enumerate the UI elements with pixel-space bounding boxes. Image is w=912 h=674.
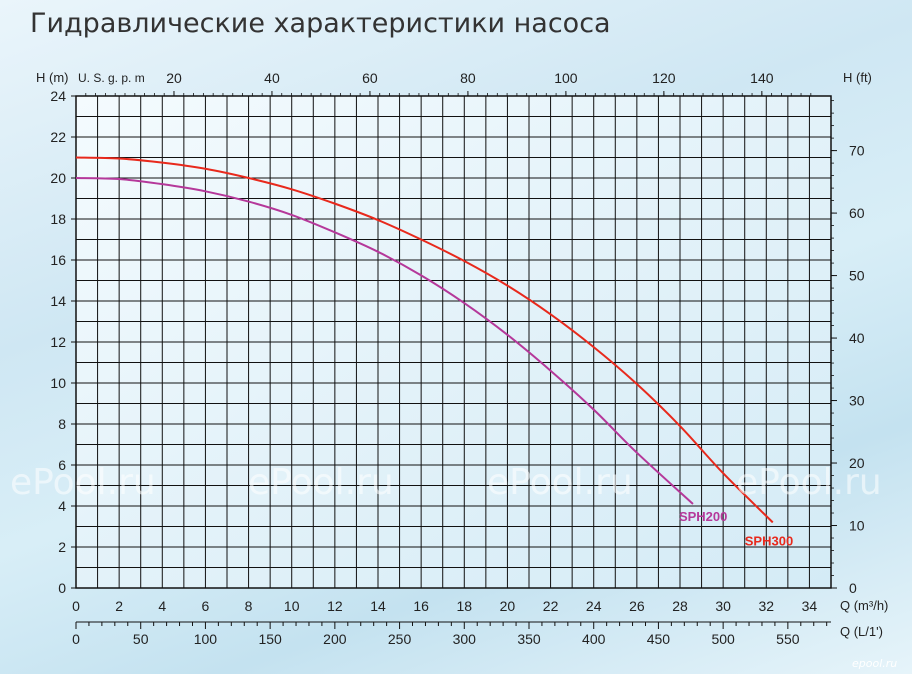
series-group: SPH200 SPH300 (75, 156, 793, 548)
watermarks: ePool.ru ePool.ru ePool.ru ePool.ru epoo… (10, 462, 897, 670)
y-tick-label: 14 (50, 293, 66, 309)
x-top-label: U. S. g. p. m (78, 71, 145, 85)
x-bottom-tick-label: 450 (647, 631, 671, 647)
x-bottom-tick-label: 300 (453, 631, 477, 647)
axis-labels: H (m) U. S. g. p. m H (ft) Q (m³/h) Q (L… (36, 70, 888, 639)
x-tick-label: 2 (115, 598, 123, 614)
x-bottom-tick-label: 350 (517, 631, 541, 647)
y-tick-label: 8 (58, 416, 66, 432)
x-bottom-tick-label: 400 (582, 631, 606, 647)
x-tick-label: 8 (245, 598, 253, 614)
x-tick-label: 24 (586, 598, 602, 614)
x-tick-label: 22 (543, 598, 559, 614)
x-top-tick-label: 20 (166, 70, 182, 86)
y-tick-label: 12 (50, 334, 66, 350)
watermark-4: ePool.ru (736, 462, 882, 503)
x-top-tick-label: 140 (750, 70, 774, 86)
watermark-2: ePool.ru (248, 462, 394, 503)
x-tick-label: 4 (158, 598, 166, 614)
x-tick-label: 12 (327, 598, 343, 614)
y-tick-label: 2 (58, 539, 66, 555)
y-primary-label: H (m) (36, 70, 69, 85)
series-line-sph200 (75, 177, 694, 505)
series-label-sph200: SPH200 (679, 509, 727, 524)
y-tick-label: 20 (50, 170, 66, 186)
x-bottom-tick-label: 250 (388, 631, 412, 647)
x-top-tick-label: 40 (264, 70, 280, 86)
y-right-tick-label: 10 (849, 518, 865, 534)
y-tick-label: 0 (58, 580, 66, 596)
x-tick-label: 20 (500, 598, 516, 614)
y-secondary-label: H (ft) (843, 70, 872, 85)
y-tick-label: 18 (50, 211, 66, 227)
x-tick-label: 32 (758, 598, 774, 614)
series-label-sph300: SPH300 (745, 533, 793, 548)
series-line-sph300 (75, 156, 774, 524)
corner-watermark: epool.ru (852, 657, 897, 670)
x-bottom-tick-label: 100 (194, 631, 218, 647)
y-tick-label: 22 (50, 129, 66, 145)
x-bottom-tick-label: 0 (72, 631, 80, 647)
y-tick-label: 6 (58, 457, 66, 473)
x-tick-label: 26 (629, 598, 645, 614)
x-tick-label: 14 (370, 598, 386, 614)
x-tick-label: 16 (413, 598, 429, 614)
x-bottom-tick-label: 550 (776, 631, 800, 647)
grid (75, 95, 832, 589)
x-tick-label: 0 (72, 598, 80, 614)
y-right-tick-label: 30 (849, 393, 865, 409)
x-tick-label: 6 (202, 598, 210, 614)
y-right-tick-label: 50 (849, 268, 865, 284)
x-top-tick-label: 80 (460, 70, 476, 86)
x-bottom-tick-label: 150 (258, 631, 282, 647)
watermark-3: ePool.ru (487, 462, 633, 503)
x-top-tick-label: 100 (554, 70, 578, 86)
y-tick-label: 10 (50, 375, 66, 391)
y-right-tick-label: 70 (849, 143, 865, 159)
x-bottom-tick-label: 50 (133, 631, 149, 647)
x-tick-label: 28 (672, 598, 688, 614)
x-tick-label: 30 (715, 598, 731, 614)
x-tick-label: 34 (802, 598, 818, 614)
x-top-tick-label: 120 (652, 70, 676, 86)
y-tick-label: 16 (50, 252, 66, 268)
watermark-1: ePool.ru (10, 462, 156, 503)
y-right-tick-label: 0 (849, 580, 857, 596)
x-top-tick-label: 60 (362, 70, 378, 86)
y-tick-label: 24 (50, 88, 66, 104)
x-bottom-tick-label: 500 (711, 631, 735, 647)
x-tick-label: 10 (284, 598, 300, 614)
y-right-tick-label: 20 (849, 455, 865, 471)
x-primary-label: Q (m³/h) (840, 598, 888, 613)
x-bottom-label: Q (L/1') (840, 624, 883, 639)
axes: 20 40 60 80 100 120 14002468101214161820222401… (50, 70, 864, 647)
y-tick-label: 4 (58, 498, 66, 514)
page-title: Гидравлические характеристики насоса (30, 8, 611, 39)
x-tick-label: 18 (456, 598, 472, 614)
y-right-tick-label: 60 (849, 205, 865, 221)
y-right-tick-label: 40 (849, 330, 865, 346)
x-bottom-tick-label: 200 (323, 631, 347, 647)
